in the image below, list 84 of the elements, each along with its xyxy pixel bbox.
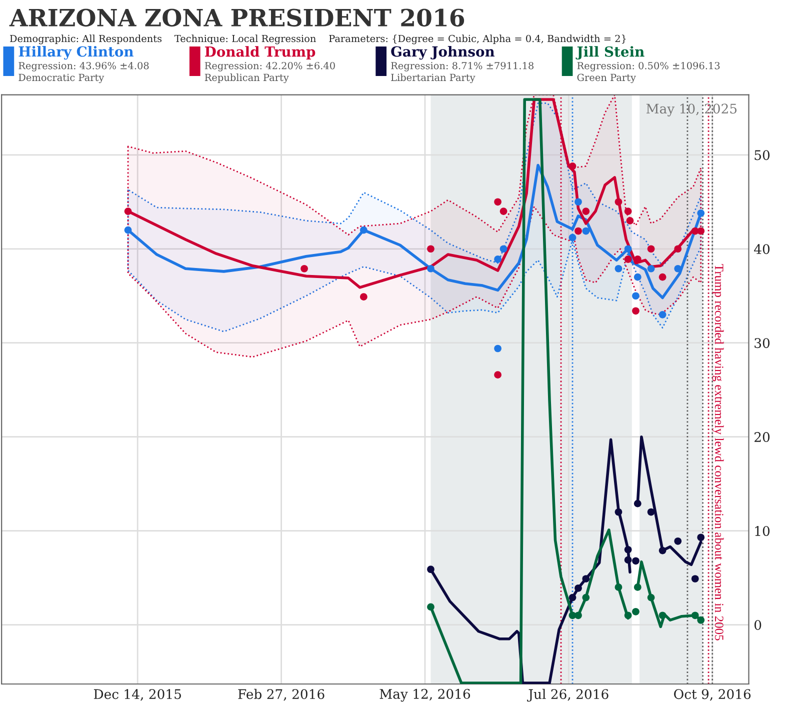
point: [124, 208, 132, 215]
point: [360, 293, 368, 300]
x-tick-label: Feb 27, 2016: [238, 688, 324, 701]
point: [624, 612, 632, 620]
point: [582, 594, 590, 602]
point: [626, 217, 634, 224]
point: [360, 226, 368, 234]
point: [124, 226, 132, 234]
point: [647, 508, 655, 516]
point: [658, 612, 666, 620]
ref-line-label: Trump recorded having extremely lewd conversation about women in 2005: [712, 264, 724, 640]
x-tick-label: Oct 9, 2016: [674, 689, 751, 701]
point: [632, 292, 640, 300]
point: [582, 208, 590, 215]
point: [658, 546, 666, 554]
point: [300, 264, 308, 272]
point: [494, 371, 502, 378]
legend-label: Gary Johnson: [391, 46, 495, 60]
point: [632, 307, 640, 315]
point: [697, 210, 705, 217]
point: [674, 537, 682, 545]
y-tick-label: 20: [754, 432, 770, 442]
y-tick-label: 50: [754, 150, 770, 160]
point: [568, 234, 576, 242]
point: [574, 584, 582, 592]
point: [494, 256, 502, 263]
y-tick-label: 10: [755, 526, 770, 536]
point: [624, 208, 632, 215]
point: [647, 264, 655, 272]
point: [500, 208, 508, 215]
chart-title: ARIZONA ZONA PRESIDENT 2016: [9, 8, 464, 27]
point: [658, 310, 666, 318]
point: [614, 508, 622, 516]
point: [647, 594, 655, 602]
text: Regression: 8.71% ±7911.18 Libertarian Party: [391, 62, 534, 84]
point: [674, 264, 682, 272]
point: [634, 273, 642, 281]
point: [614, 198, 622, 206]
point: [691, 612, 699, 620]
point: [614, 264, 622, 272]
text: Regression: 43.96% ±4.08 Democratic Party: [18, 62, 149, 84]
chart-subtitle: Demographic: All Respondents Technique: Local Regression Parameters: {Degree = Cubic, Alpha = 0.4, Bandwidth = 2}: [10, 34, 626, 44]
point: [624, 245, 632, 253]
point: [427, 245, 434, 253]
point: [674, 245, 682, 253]
point: [494, 344, 502, 352]
point: [647, 245, 655, 253]
text: Regression: 42.20% ±6.40 Republican Party: [204, 62, 335, 84]
point: [632, 608, 640, 616]
text: Regression: 0.50% ±1096.13 Green Party: [577, 62, 720, 84]
point: [634, 584, 642, 591]
x-tick-label: Jul 26, 2016: [527, 688, 608, 702]
point: [658, 273, 666, 281]
point: [574, 227, 582, 235]
point: [427, 603, 434, 611]
point: [500, 245, 508, 253]
point: [624, 556, 632, 564]
point: [614, 584, 622, 591]
point: [427, 566, 434, 574]
point: [568, 162, 576, 170]
point: [624, 256, 632, 263]
x-tick-label: Dec 14, 2015: [94, 689, 181, 701]
point: [697, 616, 705, 624]
point: [624, 546, 632, 554]
point: [568, 594, 576, 602]
point: [582, 575, 590, 582]
point: [574, 612, 582, 620]
y-tick-label: 30: [754, 338, 770, 348]
point: [697, 534, 705, 542]
y-tick-label: 0: [754, 620, 762, 630]
point: [574, 198, 582, 206]
legend-label: Jill Stein: [576, 46, 644, 60]
point: [632, 557, 640, 565]
point: [697, 227, 705, 235]
y-tick-label: 40: [754, 244, 770, 254]
legend-label: Donald Trump: [205, 46, 316, 60]
point: [582, 227, 590, 235]
point: [494, 198, 502, 206]
point: [427, 264, 434, 272]
point: [691, 575, 699, 582]
point: [634, 500, 642, 508]
x-tick-label: May 12, 2016: [380, 688, 470, 702]
annotation: May 10, 2025: [646, 104, 737, 116]
legend-label: Hillary Clinton: [18, 46, 134, 60]
